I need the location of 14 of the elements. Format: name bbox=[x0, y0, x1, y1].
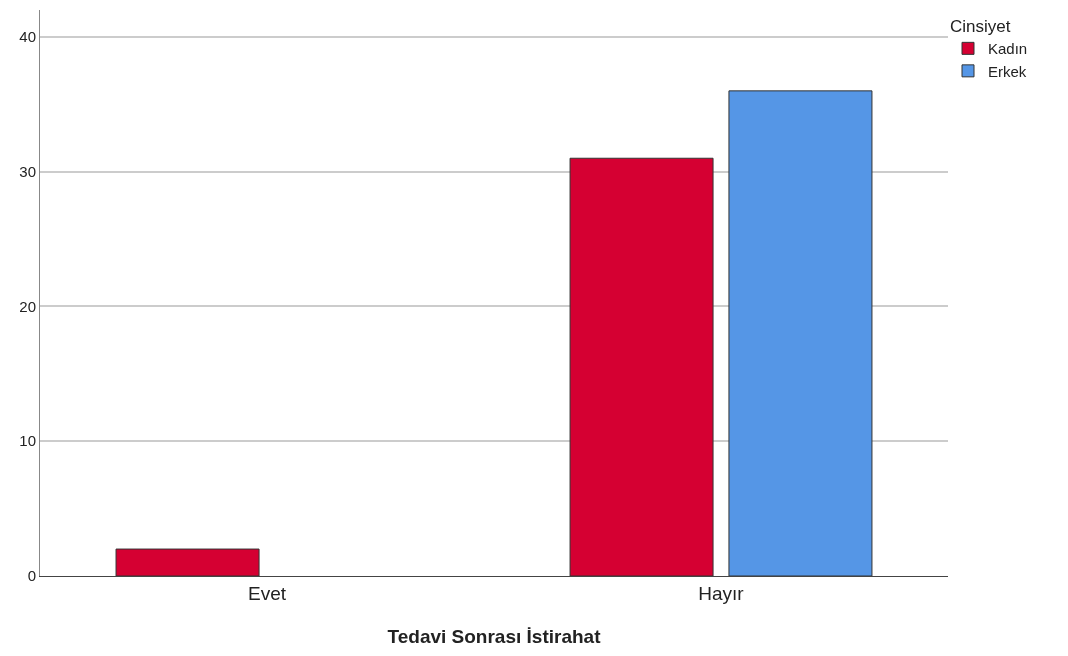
y-tick-label: 20 bbox=[19, 297, 36, 315]
bar bbox=[569, 157, 714, 576]
y-tick-label: 30 bbox=[19, 162, 36, 180]
y-tick-label: 0 bbox=[27, 567, 36, 585]
x-tick-label: Evet bbox=[247, 582, 287, 604]
x-axis-title: Tedavi Sonrası İstirahat bbox=[387, 626, 602, 647]
x-tick-label: Hayır bbox=[698, 582, 745, 604]
legend-label: Kadın bbox=[988, 40, 1028, 58]
legend-title: Cinsiyet bbox=[950, 17, 1011, 37]
y-tick-label: 10 bbox=[19, 432, 36, 450]
bar bbox=[115, 548, 260, 576]
legend-label: Erkek bbox=[988, 62, 1027, 80]
y-tick-label: 40 bbox=[19, 28, 36, 46]
bar bbox=[728, 90, 873, 576]
